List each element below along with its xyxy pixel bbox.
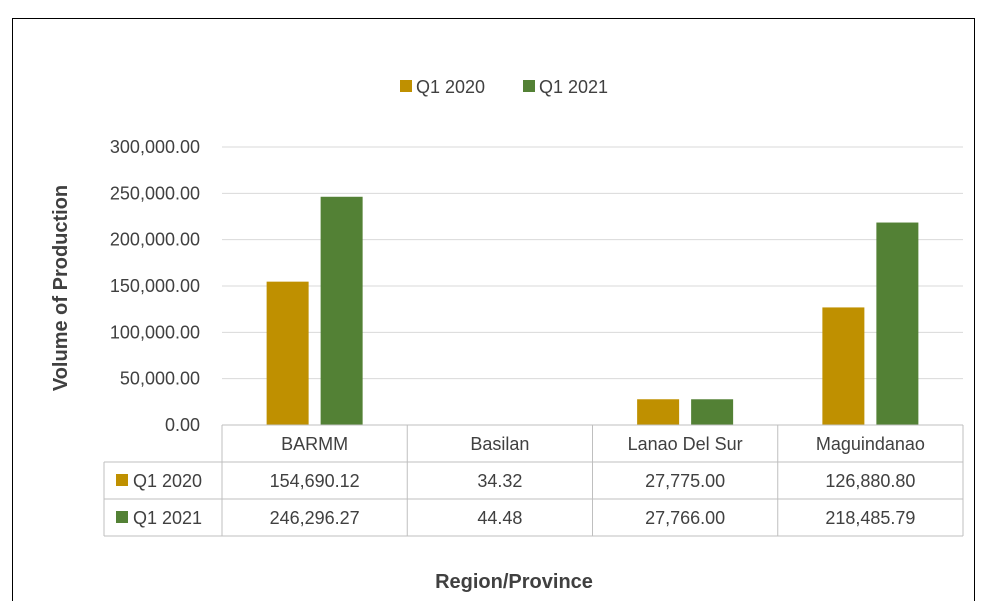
x-axis-title: Region/Province: [435, 571, 593, 593]
data-label: 27,775.00: [645, 471, 725, 491]
y-axis-title: Volume of Production: [50, 185, 72, 391]
table-series-name: Q1 2021: [133, 508, 202, 528]
data-label: 126,880.80: [825, 471, 915, 491]
data-label: 218,485.79: [825, 508, 915, 528]
legend-label: Q1 2020: [416, 77, 485, 97]
y-tick-label: 100,000.00: [110, 322, 200, 342]
y-tick-label: 200,000.00: [110, 230, 200, 250]
data-label: 27,766.00: [645, 508, 725, 528]
data-label: 154,690.12: [270, 471, 360, 491]
legend-swatch: [400, 80, 412, 92]
y-tick-label: 300,000.00: [110, 137, 200, 157]
table-series-name: Q1 2020: [133, 471, 202, 491]
y-tick-label: 50,000.00: [120, 369, 200, 389]
bar: [822, 307, 865, 425]
data-label: 246,296.27: [270, 508, 360, 528]
bars: [266, 196, 919, 425]
bar: [266, 281, 309, 425]
table-legend-key: [116, 474, 128, 486]
y-axis-ticks: 0.00 50,000.00 100,000.00 150,000.00 200,000…: [110, 137, 200, 435]
y-tick-label: 250,000.00: [110, 183, 200, 203]
bar: [320, 196, 363, 425]
legend-swatch: [523, 80, 535, 92]
bar: [637, 399, 680, 425]
table-legend-key: [116, 511, 128, 523]
chart-frame: [12, 18, 975, 601]
y-tick-label: 150,000.00: [110, 276, 200, 296]
x-tick-label: BARMM: [281, 434, 348, 454]
data-label: 34.32: [477, 471, 522, 491]
bar: [691, 399, 734, 425]
bar: [876, 222, 919, 425]
legend: Q1 2020 Q1 2021: [400, 77, 608, 97]
y-tick-label: 0.00: [165, 415, 200, 435]
legend-label: Q1 2021: [539, 77, 608, 97]
data-table: BARMM Basilan Lanao Del Sur Maguindanao Q1 2…: [103, 424, 964, 537]
x-tick-label: Basilan: [470, 434, 529, 454]
data-label: 44.48: [477, 508, 522, 528]
x-tick-label: Maguindanao: [816, 434, 925, 454]
x-tick-label: Lanao Del Sur: [628, 434, 743, 454]
